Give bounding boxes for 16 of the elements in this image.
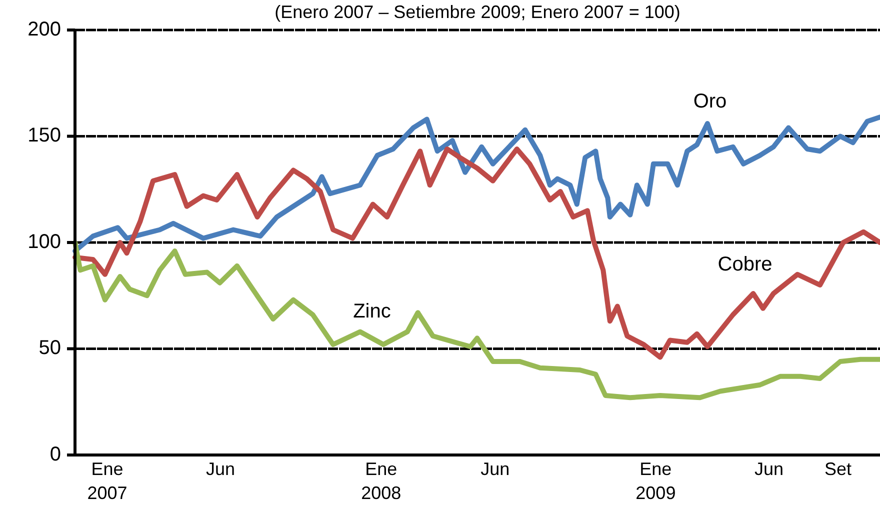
series-label: Cobre <box>718 253 772 276</box>
y-tick-label: 0 <box>50 443 61 466</box>
x-tick-label: Ene 2009 <box>636 459 676 503</box>
x-tick-label: Jun <box>480 459 510 479</box>
x-tick-label: Set <box>824 459 852 479</box>
x-tick-label: Ene 2008 <box>361 459 402 503</box>
x-tick-label: Jun <box>754 459 784 479</box>
y-tick-label: 200 <box>28 18 61 40</box>
y-tick-label: 50 <box>38 337 61 360</box>
y-tick-label: 150 <box>28 124 61 147</box>
series-label: Zinc <box>353 300 391 322</box>
x-tick-label: Jun <box>206 459 236 479</box>
chart-subtitle: (Enero 2007 – Setiembre 2009; Enero 2007 = 100) <box>274 2 680 22</box>
y-tick-label: 100 <box>28 230 61 253</box>
x-tick-label: Ene 2007 <box>87 459 128 503</box>
series-label: Oro <box>693 90 727 112</box>
